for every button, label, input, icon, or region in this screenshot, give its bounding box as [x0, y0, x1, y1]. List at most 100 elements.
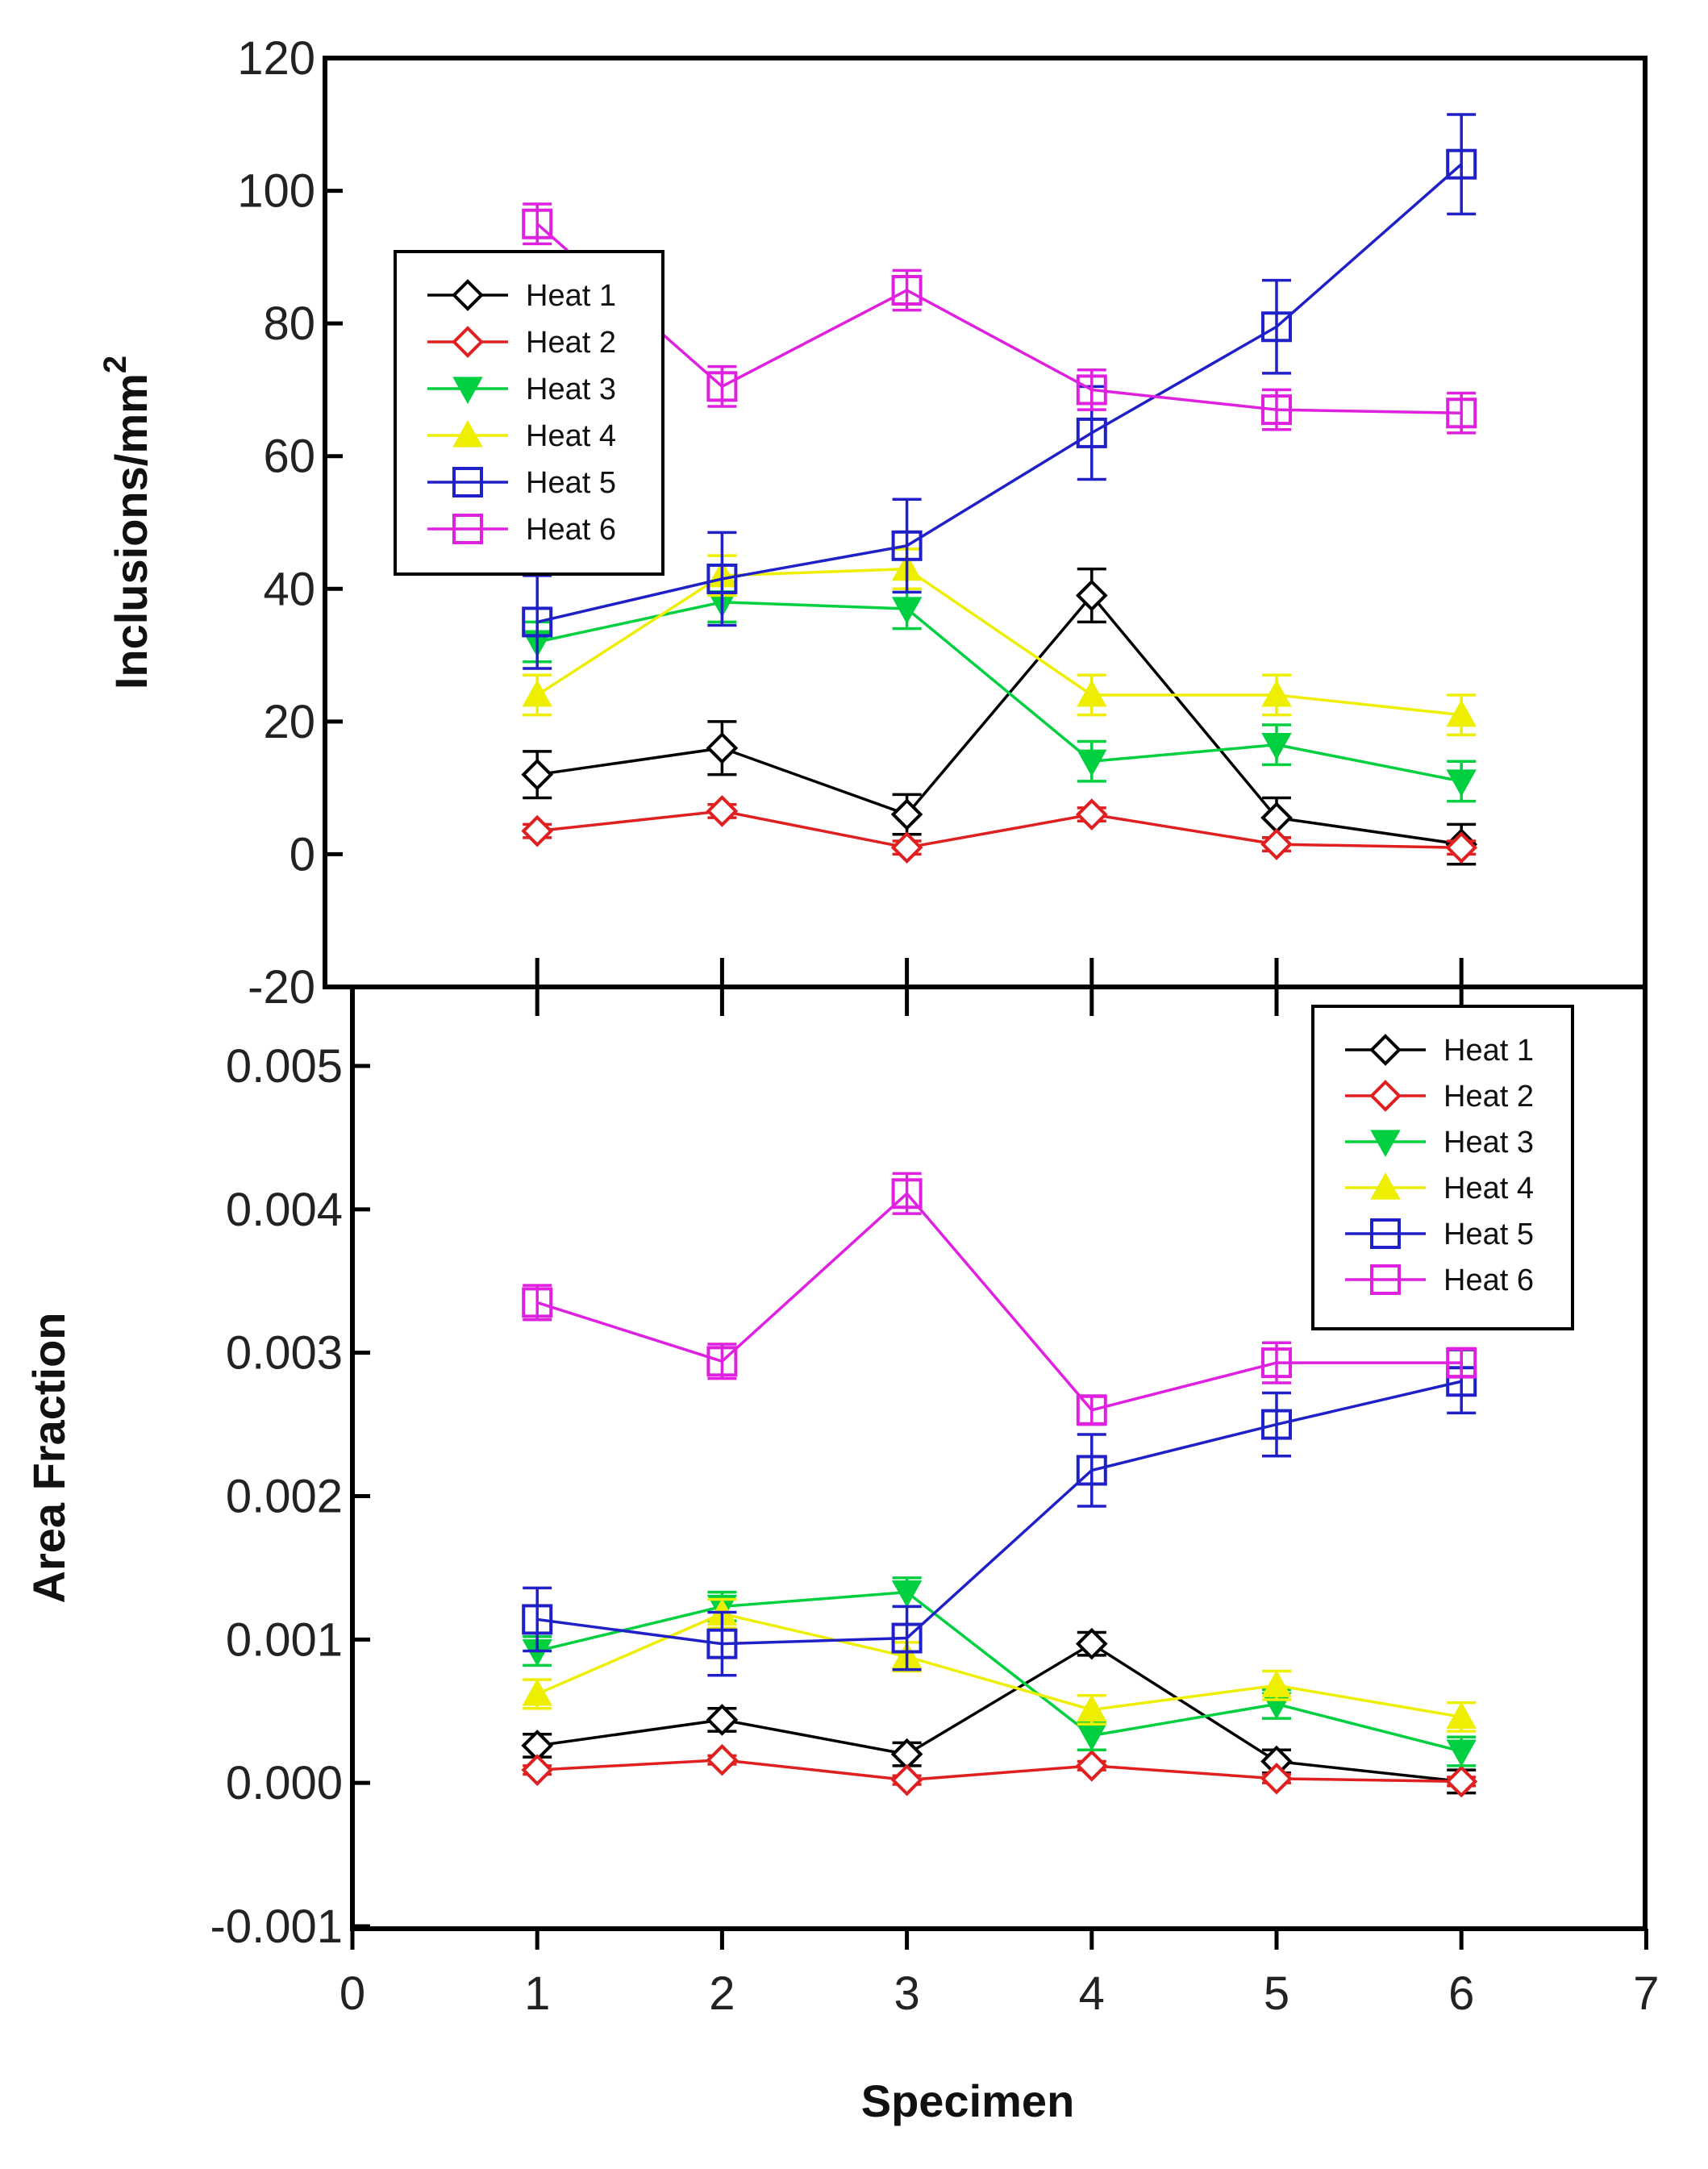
legend-label: Heat 2: [1443, 1080, 1534, 1114]
x-tick-label: 5: [1264, 1967, 1289, 2020]
data-point: [1075, 579, 1108, 612]
data-point: [1077, 1723, 1107, 1751]
x-tick-label: 1: [524, 1967, 550, 2020]
series-line: [536, 1642, 1462, 1784]
y-tick-label: -0.001: [210, 1900, 343, 1953]
legend-box: [1311, 1005, 1574, 1330]
top-panel: -20 0 20 40 60 80 100 120 Inclusions/mm2 Heat 1…: [98, 32, 1648, 1016]
x-tick-label: 3: [894, 1967, 919, 2020]
data-point: [1077, 749, 1107, 777]
legend-marker: [1369, 1080, 1402, 1112]
x-tick-label: 0: [340, 1967, 365, 2020]
legend-box: [394, 250, 664, 576]
y-tick-label: 0: [290, 828, 315, 881]
series-line: [536, 1612, 1462, 1719]
data-point: [1260, 1763, 1293, 1795]
data-point: [1076, 1394, 1107, 1426]
legend-label: Heat 2: [526, 326, 616, 360]
data-point: [1446, 148, 1477, 180]
data-point: [706, 1704, 739, 1736]
data-point: [1445, 1765, 1478, 1798]
series-line: [536, 1590, 1462, 1753]
legend-label: Heat 3: [526, 373, 616, 406]
data-point: [706, 1346, 738, 1377]
y-tick-label: 60: [263, 431, 315, 483]
data-point: [1446, 398, 1477, 429]
data-point: [1076, 1455, 1107, 1486]
series-line: [536, 593, 1462, 846]
data-point: [1075, 1749, 1108, 1782]
legend-marker: [452, 326, 484, 358]
series-heat-6: [522, 202, 1477, 435]
series-heat-3: [522, 581, 1477, 803]
legend-label: Heat 1: [1443, 1034, 1534, 1068]
data-point: [1261, 1670, 1292, 1697]
data-point: [706, 1743, 739, 1776]
legend-label: Heat 5: [526, 466, 616, 500]
top-y-ticks: -20 0 20 40 60 80 100 120: [237, 32, 1464, 1016]
data-point: [1261, 394, 1292, 426]
x-tick-label: 2: [709, 1967, 735, 2020]
top-legend: Heat 1 Heat 2 Heat 3 Heat 4 Heat 5 Heat 6: [394, 250, 664, 576]
series-heat-5: [522, 1348, 1477, 1677]
data-point: [1261, 679, 1292, 707]
y-tick-label: 0.002: [226, 1471, 343, 1523]
series-line: [536, 223, 1462, 414]
data-point: [1446, 699, 1477, 727]
data-point: [706, 371, 738, 402]
data-point: [1077, 1694, 1107, 1722]
data-point: [890, 798, 923, 831]
series-heat-6: [522, 1172, 1477, 1426]
data-point: [891, 597, 923, 625]
y-tick-label: 80: [263, 298, 315, 350]
data-point: [1261, 733, 1292, 760]
y-tick-label: 0.001: [226, 1613, 343, 1666]
data-point: [890, 1738, 923, 1771]
data-point: [1446, 1739, 1477, 1767]
bottom-panel: -0.001 0.000 0.001 0.002 0.003 0.004 0.005 0 1 2 3…: [23, 985, 1660, 2126]
series-line: [536, 163, 1463, 624]
series-line: [537, 1758, 1462, 1784]
data-point: [522, 679, 552, 707]
legend-label: Heat 5: [1443, 1218, 1534, 1251]
top-series-layer: [521, 113, 1478, 866]
y-tick-label: 100: [237, 165, 315, 218]
y-tick-label: 120: [237, 32, 315, 85]
data-point: [706, 563, 738, 594]
data-point: [1077, 679, 1107, 707]
legend-marker: [452, 279, 484, 311]
data-point: [891, 530, 923, 561]
data-point: [1075, 1627, 1108, 1660]
data-point: [1076, 417, 1107, 448]
bottom-axis-ticks: -0.001 0.000 0.001 0.002 0.003 0.004 0.005 0 1 2 3…: [210, 1040, 1660, 2020]
data-point: [521, 758, 554, 791]
data-point: [1260, 828, 1293, 860]
legend-label: Heat 1: [526, 279, 616, 313]
y-tick-label: 40: [263, 563, 315, 615]
legend-label: Heat 6: [1443, 1264, 1534, 1297]
series-heat-5: [522, 113, 1477, 670]
series-line: [536, 1191, 1462, 1412]
data-point: [891, 1622, 923, 1654]
data-point: [1261, 1347, 1292, 1379]
legend-marker: [452, 467, 483, 497]
data-point: [706, 1628, 738, 1659]
legend-marker: [1369, 1034, 1402, 1066]
series-line: [537, 810, 1462, 849]
legend-marker: [1370, 1172, 1401, 1200]
series-heat-1: [521, 1627, 1478, 1798]
data-point: [1261, 311, 1292, 343]
series-line: [536, 567, 1462, 717]
data-point: [1446, 1701, 1477, 1729]
data-point: [891, 1178, 923, 1209]
series-line: [536, 600, 1462, 783]
y-tick-label: 0.003: [226, 1327, 343, 1380]
legend-marker: [1370, 1264, 1401, 1295]
data-point: [521, 814, 554, 847]
x-tick-label: 6: [1448, 1967, 1474, 2020]
data-point: [706, 731, 739, 764]
data-point: [1075, 798, 1108, 831]
series-line: [536, 1380, 1462, 1646]
series-heat-2: [521, 795, 1478, 864]
